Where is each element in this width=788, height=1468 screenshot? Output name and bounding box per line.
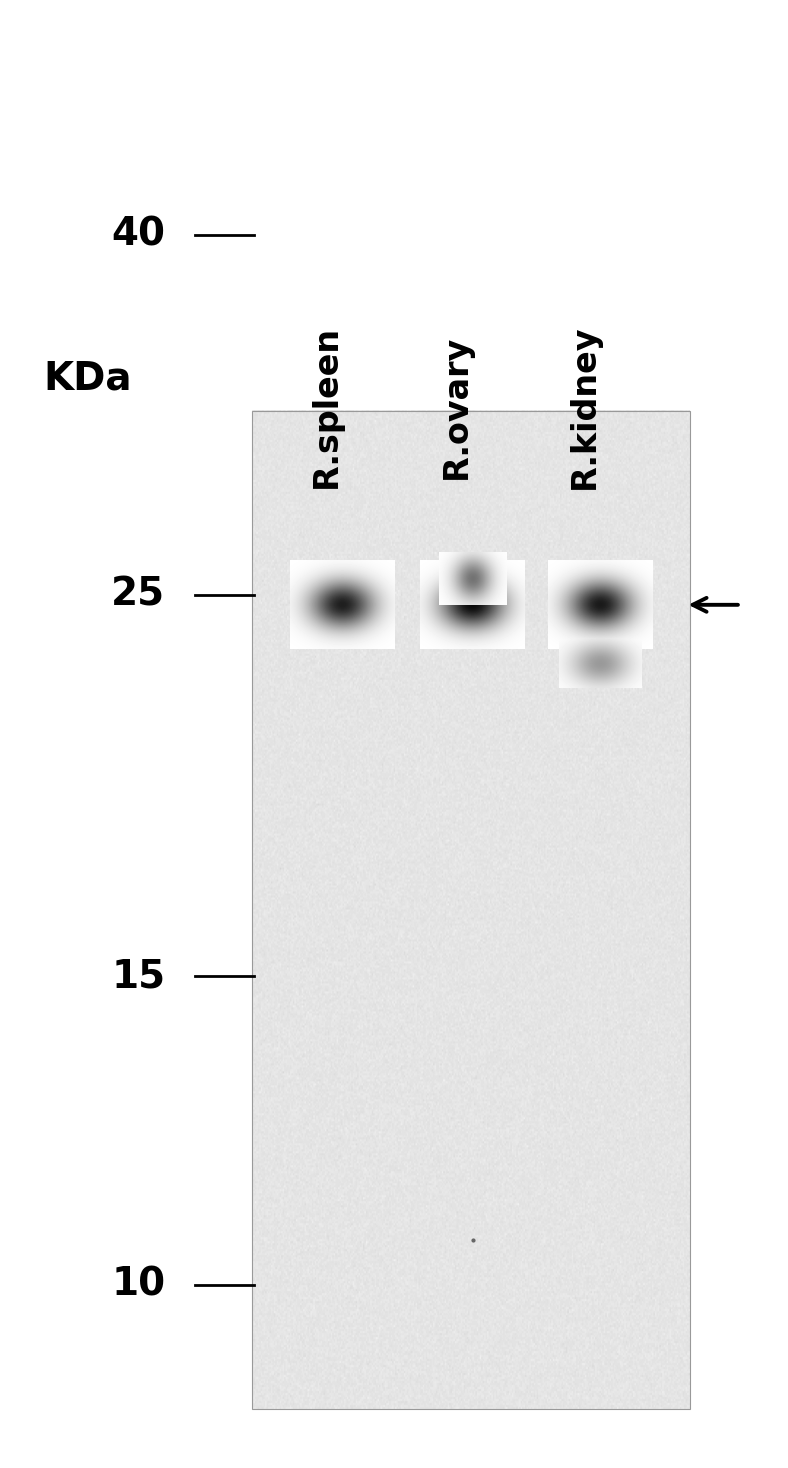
Text: KDa: KDa <box>43 360 132 398</box>
Text: R.kidney: R.kidney <box>567 324 600 489</box>
Text: R.ovary: R.ovary <box>440 335 473 479</box>
Text: 10: 10 <box>111 1265 165 1304</box>
Text: 40: 40 <box>111 216 165 254</box>
Text: 15: 15 <box>111 957 165 995</box>
Text: 25: 25 <box>111 575 165 614</box>
Text: R.spleen: R.spleen <box>310 324 343 489</box>
Bar <box>252 411 690 1409</box>
